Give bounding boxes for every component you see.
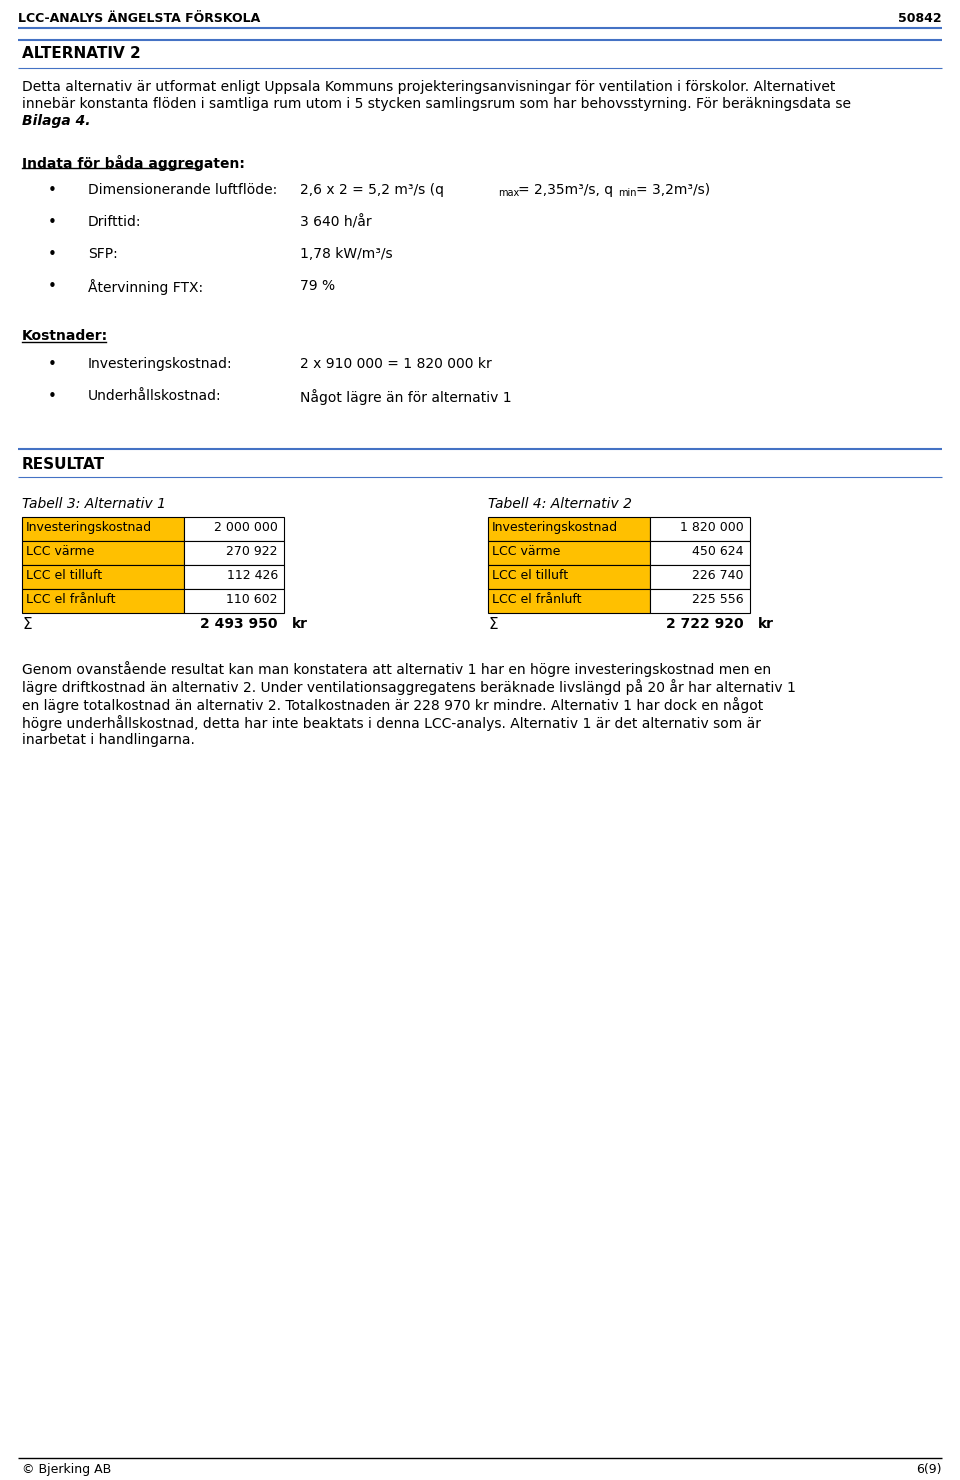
Text: 2 493 950: 2 493 950 xyxy=(201,617,278,630)
Text: RESULTAT: RESULTAT xyxy=(22,457,106,472)
Text: Tabell 3: Alternativ 1: Tabell 3: Alternativ 1 xyxy=(22,497,166,511)
Text: LCC värme: LCC värme xyxy=(26,545,94,558)
Text: Investeringskostnad:: Investeringskostnad: xyxy=(88,357,232,371)
Text: LCC el tilluft: LCC el tilluft xyxy=(26,568,102,582)
Text: ALTERNATIV 2: ALTERNATIV 2 xyxy=(22,46,141,61)
Text: © Bjerking AB: © Bjerking AB xyxy=(22,1464,111,1476)
Bar xyxy=(184,517,284,542)
Text: SFP:: SFP: xyxy=(88,247,118,260)
Text: Återvinning FTX:: Återvinning FTX: xyxy=(88,280,204,295)
Text: LCC-ANALYS ÄNGELSTA FÖRSKOLA: LCC-ANALYS ÄNGELSTA FÖRSKOLA xyxy=(18,12,260,25)
Text: LCC el frånluft: LCC el frånluft xyxy=(26,593,115,605)
Text: Drifttid:: Drifttid: xyxy=(88,215,141,229)
Bar xyxy=(488,542,650,565)
Text: 112 426: 112 426 xyxy=(227,568,278,582)
Text: högre underhållskostnad, detta har inte beaktats i denna LCC-analys. Alternativ : högre underhållskostnad, detta har inte … xyxy=(22,715,761,731)
Text: kr: kr xyxy=(758,617,774,630)
Text: •: • xyxy=(48,247,57,262)
Text: Något lägre än för alternativ 1: Något lägre än för alternativ 1 xyxy=(300,389,512,406)
Bar xyxy=(650,565,750,589)
Text: LCC el tilluft: LCC el tilluft xyxy=(492,568,568,582)
Text: Σ: Σ xyxy=(22,617,32,632)
Text: min: min xyxy=(618,188,636,198)
Text: •: • xyxy=(48,280,57,295)
Text: 50842: 50842 xyxy=(899,12,942,25)
Text: Bilaga 4.: Bilaga 4. xyxy=(22,114,90,127)
Text: Underhållskostnad:: Underhållskostnad: xyxy=(88,389,222,403)
Bar xyxy=(184,589,284,613)
Text: Genom ovanstående resultat kan man konstatera att alternativ 1 har en högre inve: Genom ovanstående resultat kan man konst… xyxy=(22,662,771,676)
Text: max: max xyxy=(498,188,519,198)
Bar xyxy=(22,517,184,542)
Text: 226 740: 226 740 xyxy=(692,568,744,582)
Text: = 3,2m³/s): = 3,2m³/s) xyxy=(636,184,710,197)
Bar xyxy=(184,542,284,565)
Text: Σ: Σ xyxy=(488,617,497,632)
Text: LCC värme: LCC värme xyxy=(492,545,561,558)
Text: •: • xyxy=(48,184,57,198)
Text: Tabell 4: Alternativ 2: Tabell 4: Alternativ 2 xyxy=(488,497,632,511)
Text: 1 820 000: 1 820 000 xyxy=(681,521,744,534)
Bar xyxy=(488,517,650,542)
Text: lägre driftkostnad än alternativ 2. Under ventilationsaggregatens beräknade livs: lägre driftkostnad än alternativ 2. Unde… xyxy=(22,679,796,696)
Text: Dimensionerande luftflöde:: Dimensionerande luftflöde: xyxy=(88,184,277,197)
Text: Investeringskostnad: Investeringskostnad xyxy=(492,521,618,534)
Text: 79 %: 79 % xyxy=(300,280,335,293)
Text: Kostnader:: Kostnader: xyxy=(22,329,108,343)
Text: 2 000 000: 2 000 000 xyxy=(214,521,278,534)
Text: LCC el frånluft: LCC el frånluft xyxy=(492,593,582,605)
Text: 3 640 h/år: 3 640 h/år xyxy=(300,215,372,229)
Text: 270 922: 270 922 xyxy=(227,545,278,558)
Text: Indata för båda aggregaten:: Indata för båda aggregaten: xyxy=(22,155,245,172)
Text: kr: kr xyxy=(292,617,308,630)
Text: 6(9): 6(9) xyxy=(917,1464,942,1476)
Text: 110 602: 110 602 xyxy=(227,593,278,605)
Text: •: • xyxy=(48,357,57,371)
Bar xyxy=(650,589,750,613)
Text: Detta alternativ är utformat enligt Uppsala Kommuns projekteringsanvisningar för: Detta alternativ är utformat enligt Upps… xyxy=(22,80,835,95)
Text: •: • xyxy=(48,215,57,229)
Text: •: • xyxy=(48,389,57,404)
Text: 1,78 kW/m³/s: 1,78 kW/m³/s xyxy=(300,247,393,260)
Text: = 2,35m³/s, q: = 2,35m³/s, q xyxy=(518,184,613,197)
Bar xyxy=(650,517,750,542)
Bar xyxy=(488,589,650,613)
Text: inarbetat i handlingarna.: inarbetat i handlingarna. xyxy=(22,733,195,747)
Bar xyxy=(184,565,284,589)
Text: 2 x 910 000 = 1 820 000 kr: 2 x 910 000 = 1 820 000 kr xyxy=(300,357,492,371)
Text: 225 556: 225 556 xyxy=(692,593,744,605)
Text: 2 722 920: 2 722 920 xyxy=(666,617,744,630)
Bar xyxy=(650,542,750,565)
Text: en lägre totalkostnad än alternativ 2. Totalkostnaden är 228 970 kr mindre. Alte: en lägre totalkostnad än alternativ 2. T… xyxy=(22,697,763,713)
Text: innebär konstanta flöden i samtliga rum utom i 5 stycken samlingsrum som har beh: innebär konstanta flöden i samtliga rum … xyxy=(22,98,851,111)
Bar xyxy=(22,565,184,589)
Text: 2,6 x 2 = 5,2 m³/s (q: 2,6 x 2 = 5,2 m³/s (q xyxy=(300,184,444,197)
Text: 450 624: 450 624 xyxy=(692,545,744,558)
Bar xyxy=(22,542,184,565)
Text: Investeringskostnad: Investeringskostnad xyxy=(26,521,152,534)
Bar xyxy=(22,589,184,613)
Bar xyxy=(488,565,650,589)
